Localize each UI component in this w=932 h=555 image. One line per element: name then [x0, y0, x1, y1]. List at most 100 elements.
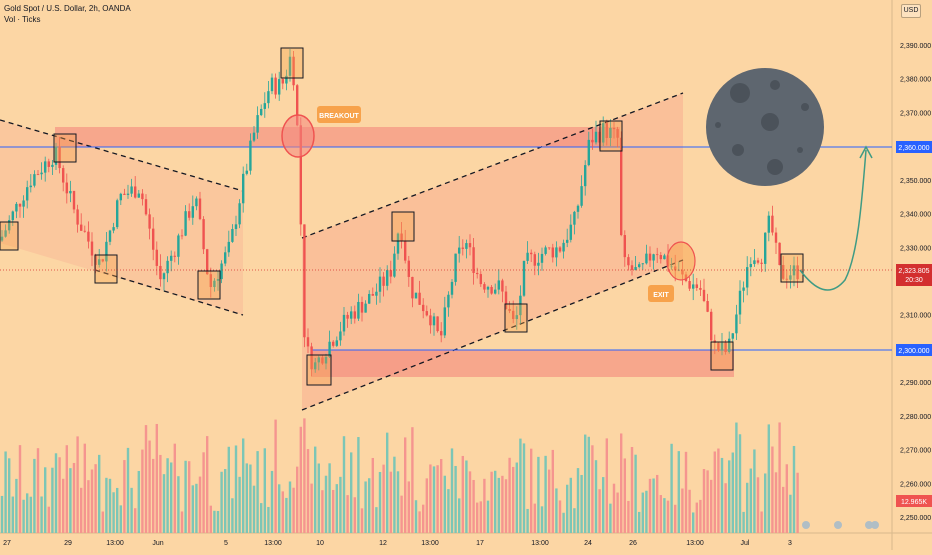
- pivot-box: [280, 47, 304, 79]
- volume-tag: [896, 495, 932, 507]
- volume-bar: [771, 446, 774, 533]
- volume-bar: [731, 452, 734, 533]
- candle-body: [767, 215, 770, 233]
- candle-body: [522, 260, 526, 296]
- volume-bar: [778, 422, 781, 533]
- candle-body: [386, 270, 389, 286]
- volume-bar: [58, 457, 61, 533]
- volume-bar: [638, 511, 641, 533]
- volume-bar: [281, 491, 284, 533]
- candle-body: [26, 187, 29, 201]
- candle-body: [166, 260, 169, 274]
- volume-bar: [576, 468, 580, 533]
- candle-body: [238, 203, 241, 225]
- volume-bar: [587, 436, 590, 533]
- pivot-box: [306, 354, 332, 386]
- volume-bar: [267, 506, 270, 533]
- candle-body: [98, 259, 101, 265]
- volume-bar: [519, 438, 522, 533]
- candle-body: [180, 235, 184, 237]
- volume-bar: [227, 446, 230, 533]
- candle-body: [486, 286, 490, 290]
- volume-bar: [54, 453, 58, 533]
- candle-body: [501, 280, 504, 292]
- candle-body: [720, 342, 724, 351]
- volume-bar: [234, 445, 238, 533]
- candle-body: [432, 316, 436, 326]
- volume-bar: [720, 457, 724, 533]
- candle-body: [54, 146, 58, 165]
- countdown-text: 20:30: [905, 277, 923, 284]
- volume-bar: [245, 463, 248, 533]
- event-icons[interactable]: [802, 521, 879, 529]
- volume-bar: [26, 493, 29, 533]
- volume-bar: [108, 478, 112, 533]
- candle-body: [587, 139, 590, 166]
- volume-bar: [429, 464, 432, 533]
- us-flag-icon[interactable]: [871, 521, 879, 529]
- candle-body: [22, 200, 25, 207]
- currency-button[interactable]: USD: [901, 4, 921, 18]
- candle-body: [544, 247, 547, 254]
- volume-bar: [764, 473, 767, 533]
- volume-bar: [105, 477, 108, 533]
- pivot-box: [197, 270, 221, 300]
- level-tag-lower: [896, 344, 932, 356]
- candle-body: [202, 219, 205, 250]
- volume-bar: [580, 474, 583, 533]
- volume-bar: [29, 496, 32, 533]
- economic-event-icon[interactable]: [802, 521, 810, 529]
- volume-bar: [483, 478, 486, 533]
- candle-body: [789, 275, 792, 280]
- candle-body: [753, 260, 756, 265]
- price-tick-label: 2,270.000: [900, 448, 931, 455]
- candle-body: [648, 253, 652, 261]
- volume-bar: [33, 458, 36, 533]
- candle-body: [692, 284, 695, 289]
- candle-body: [497, 280, 500, 290]
- candle-body: [15, 203, 18, 212]
- volume-bar: [51, 467, 54, 533]
- volume-bar: [584, 434, 587, 533]
- volume-bar: [285, 497, 288, 533]
- volume-bar: [623, 458, 626, 533]
- volume-bar: [396, 471, 400, 533]
- indicator-label[interactable]: Vol · Ticks: [4, 15, 41, 24]
- candle-body: [105, 241, 108, 262]
- volume-bar: [648, 478, 652, 533]
- volume-bar: [533, 503, 536, 533]
- volume-bar: [188, 461, 191, 533]
- candle-body: [612, 127, 616, 130]
- price-tick-label: 2,250.000: [900, 515, 931, 522]
- us-flag-icon[interactable]: [834, 521, 842, 529]
- candle-body: [108, 230, 112, 242]
- volume-bar: [270, 470, 274, 533]
- time-axis[interactable]: 27 29 13:00 Jun 5 13:00 10 12 13:00 17 13:00 24 26 13…: [3, 540, 792, 547]
- volume-bar: [155, 423, 158, 533]
- volume-bar: [760, 511, 763, 533]
- volume-bar: [317, 463, 320, 533]
- candle-body: [90, 241, 94, 256]
- volume-bar: [65, 445, 68, 533]
- volume-bar: [87, 480, 90, 533]
- candle-body: [274, 77, 277, 95]
- candle-body: [80, 224, 83, 231]
- volume-bar: [659, 495, 662, 533]
- symbol-title[interactable]: Gold Spot / U.S. Dollar, 2h, OANDA: [4, 4, 131, 13]
- candle-body: [792, 265, 796, 276]
- volume-bar: [627, 500, 630, 533]
- volume-bar: [72, 462, 76, 533]
- candle-body: [260, 108, 263, 116]
- candle-body: [227, 241, 230, 253]
- candle-body: [771, 215, 774, 233]
- exit-circle: [666, 241, 696, 281]
- volume-bar: [389, 471, 392, 533]
- us-flag-icon[interactable]: [865, 521, 873, 529]
- projection-path: [799, 149, 867, 291]
- volume-bar: [198, 476, 202, 533]
- volume-bar: [238, 476, 241, 533]
- volume-bar: [4, 451, 7, 533]
- volume-bar: [314, 446, 317, 533]
